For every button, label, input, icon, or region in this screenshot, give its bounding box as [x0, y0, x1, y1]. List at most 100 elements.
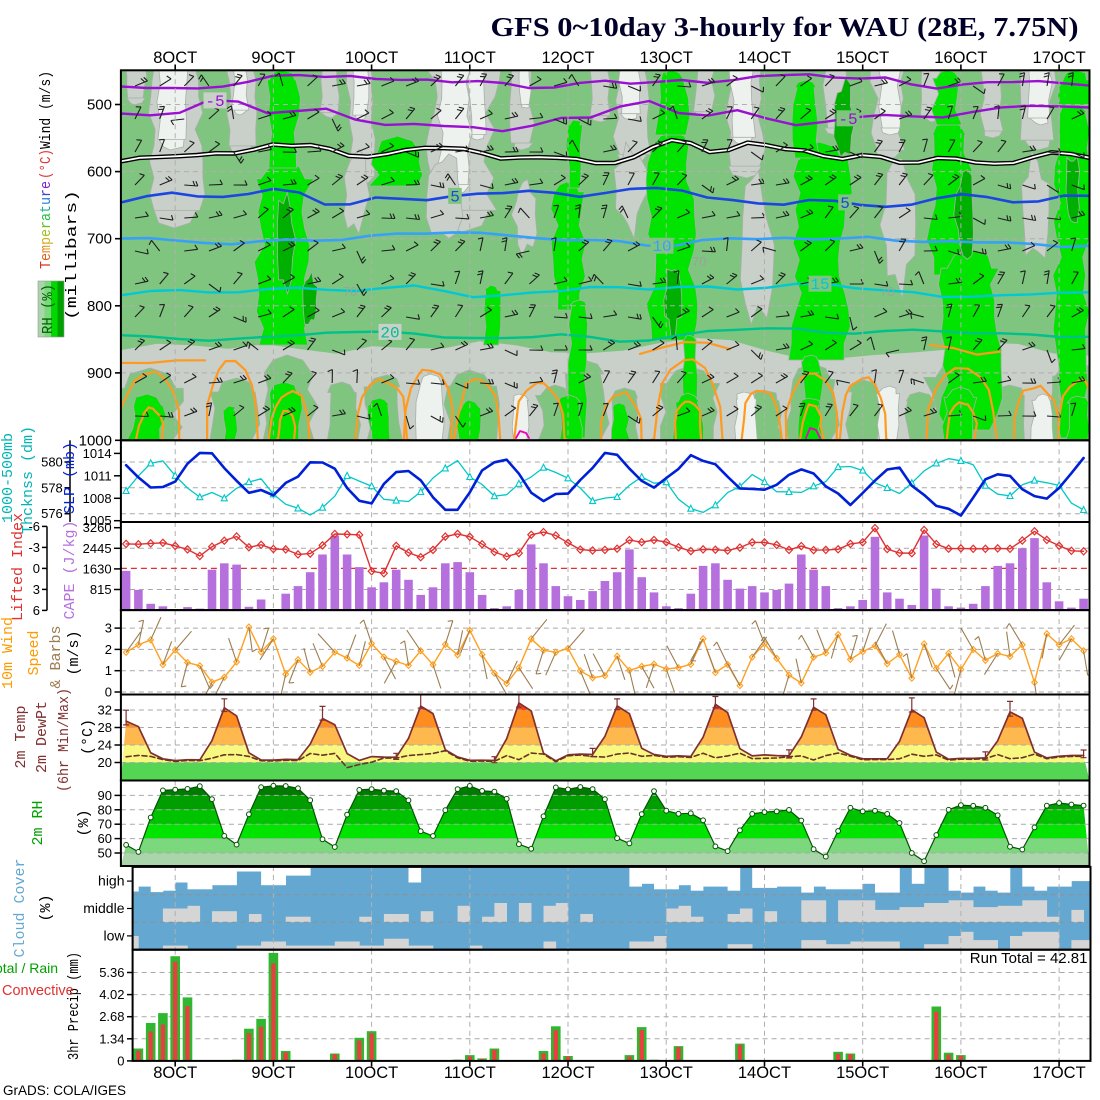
svg-text:15OCT: 15OCT — [836, 49, 889, 67]
svg-text:9OCT: 9OCT — [251, 49, 295, 67]
svg-text:3: 3 — [105, 621, 112, 636]
svg-text:32: 32 — [98, 703, 112, 718]
svg-text:10: 10 — [652, 238, 671, 256]
svg-text:0: 0 — [105, 685, 112, 700]
svg-text:3260: 3260 — [83, 520, 112, 535]
svg-text:20: 20 — [380, 324, 399, 342]
svg-text:Thcknss (dm): Thcknss (dm) — [20, 426, 37, 534]
svg-text:17OCT: 17OCT — [1032, 1064, 1085, 1082]
svg-text:1000-500mb: 1000-500mb — [0, 433, 17, 523]
svg-text:Convective: Convective — [2, 983, 74, 999]
svg-text:3hr Precip (mm): 3hr Precip (mm) — [66, 952, 83, 1060]
svg-text:-5: -5 — [838, 111, 857, 129]
svg-text:16OCT: 16OCT — [934, 1064, 987, 1082]
svg-text:1630: 1630 — [83, 561, 112, 576]
svg-text:13OCT: 13OCT — [640, 1064, 693, 1082]
svg-text:10m Wind: 10m Wind — [0, 617, 17, 689]
svg-text:GrADS: COLA/IGES: GrADS: COLA/IGES — [3, 1083, 126, 1098]
svg-text:11OCT: 11OCT — [444, 1064, 496, 1082]
svg-text:50: 50 — [98, 846, 112, 861]
svg-text:(°C): (°C) — [38, 149, 55, 179]
svg-text:Cloud Cover: Cloud Cover — [12, 859, 29, 958]
svg-text:80: 80 — [98, 802, 112, 817]
svg-text:700: 700 — [87, 231, 112, 248]
svg-text:Lifted Index: Lifted Index — [10, 513, 27, 621]
svg-text:16OCT: 16OCT — [934, 49, 987, 67]
svg-text:14OCT: 14OCT — [738, 1064, 791, 1082]
svg-text:-6: -6 — [28, 519, 40, 534]
svg-text:5.36: 5.36 — [99, 965, 124, 980]
svg-text:1005: 1005 — [83, 513, 112, 528]
svg-text:Speed: Speed — [26, 631, 43, 676]
svg-text:(%): (%) — [38, 895, 55, 922]
svg-text:5: 5 — [450, 188, 460, 206]
svg-text:70: 70 — [880, 284, 894, 299]
svg-text:low: low — [103, 927, 125, 943]
svg-text:& Barbs: & Barbs — [48, 626, 65, 689]
svg-text:14OCT: 14OCT — [738, 49, 791, 67]
svg-text:(m/s): (m/s) — [66, 631, 83, 676]
svg-text:1.34: 1.34 — [99, 1031, 124, 1046]
svg-text:(millibars): (millibars) — [64, 190, 81, 320]
svg-text:10OCT: 10OCT — [345, 1064, 398, 1082]
svg-text:600: 600 — [87, 164, 112, 181]
svg-text:middle: middle — [83, 900, 124, 916]
svg-text:70: 70 — [343, 284, 357, 299]
svg-text:-3: -3 — [28, 540, 40, 555]
svg-text:70: 70 — [98, 817, 112, 832]
svg-text:8OCT: 8OCT — [153, 1064, 197, 1082]
svg-text:500: 500 — [87, 97, 112, 114]
svg-text:3: 3 — [33, 582, 40, 597]
svg-text:1008: 1008 — [83, 491, 112, 506]
svg-text:SLP (mb): SLP (mb) — [62, 442, 79, 514]
svg-text:24: 24 — [98, 738, 112, 753]
svg-text:15OCT: 15OCT — [836, 1064, 889, 1082]
svg-text:1014: 1014 — [83, 446, 112, 461]
svg-text:2: 2 — [105, 642, 112, 657]
svg-text:6: 6 — [33, 603, 40, 618]
svg-text:2m Temp: 2m Temp — [13, 706, 30, 769]
svg-text:(°C): (°C) — [80, 719, 97, 755]
svg-text:Wind (m/s): Wind (m/s) — [38, 71, 55, 149]
svg-text:0: 0 — [33, 561, 40, 576]
svg-text:8OCT: 8OCT — [153, 49, 197, 67]
svg-text:28: 28 — [98, 720, 112, 735]
svg-text:2m DewPt: 2m DewPt — [34, 701, 51, 773]
svg-text:(6hr Min/Max): (6hr Min/Max) — [56, 688, 73, 792]
svg-text:12OCT: 12OCT — [541, 49, 594, 67]
svg-text:1000: 1000 — [79, 432, 112, 449]
svg-text:5: 5 — [840, 195, 850, 213]
svg-text:815: 815 — [90, 582, 112, 597]
svg-text:15: 15 — [810, 276, 829, 294]
svg-text:2.68: 2.68 — [99, 1009, 124, 1024]
svg-text:90: 90 — [98, 788, 112, 803]
svg-text:800: 800 — [87, 298, 112, 315]
svg-text:CAPE (J/kg): CAPE (J/kg) — [62, 521, 79, 620]
svg-text:12OCT: 12OCT — [541, 1064, 594, 1082]
svg-text:2445: 2445 — [83, 541, 112, 556]
svg-text:60: 60 — [98, 831, 112, 846]
svg-text:1011: 1011 — [84, 468, 112, 483]
svg-text:1: 1 — [105, 663, 112, 678]
svg-text:4.02: 4.02 — [99, 987, 124, 1002]
svg-text:(%): (%) — [76, 810, 93, 837]
svg-text:-5: -5 — [205, 93, 224, 111]
svg-text:13OCT: 13OCT — [640, 49, 693, 67]
svg-text:10OCT: 10OCT — [345, 49, 398, 67]
svg-text:Temperature: Temperature — [38, 181, 55, 269]
svg-text:20: 20 — [98, 755, 112, 770]
svg-text:GFS 0~10day 3-hourly for WAU (: GFS 0~10day 3-hourly for WAU (28E, 7.75N… — [491, 12, 1079, 42]
svg-text:0: 0 — [117, 1053, 124, 1068]
svg-text:70: 70 — [692, 254, 706, 269]
svg-text:9OCT: 9OCT — [251, 1064, 295, 1082]
svg-text:2m RH: 2m RH — [30, 801, 47, 846]
svg-text:576: 576 — [41, 506, 63, 521]
svg-text:RH (%): RH (%) — [40, 284, 57, 334]
svg-text:Run Total = 42.81: Run Total = 42.81 — [970, 950, 1088, 967]
svg-text:900: 900 — [87, 365, 112, 382]
svg-text:high: high — [98, 873, 124, 889]
svg-text:17OCT: 17OCT — [1032, 49, 1085, 67]
svg-text:11OCT: 11OCT — [444, 49, 496, 67]
svg-text:580: 580 — [41, 455, 63, 470]
svg-text:Total / Rain: Total / Rain — [0, 960, 58, 976]
